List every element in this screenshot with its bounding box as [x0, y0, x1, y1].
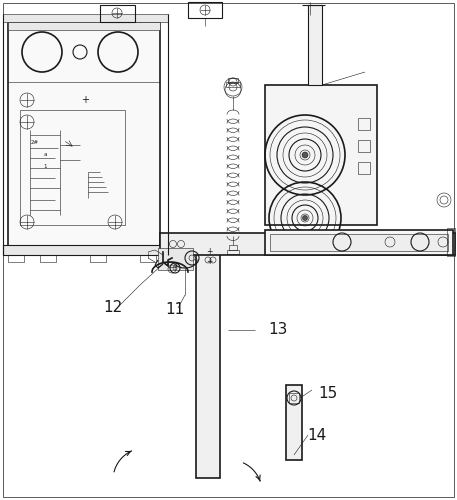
Bar [265, 230, 453, 255]
Text: 14: 14 [307, 428, 326, 442]
Bar [229, 245, 237, 250]
Bar [226, 82, 240, 87]
Bar [358, 118, 370, 130]
Bar [265, 85, 377, 225]
Bar [168, 262, 176, 267]
Text: 12: 12 [103, 300, 122, 316]
Bar [100, 5, 135, 22]
Bar [286, 385, 302, 460]
Bar [3, 245, 168, 255]
Text: a: a [43, 152, 47, 158]
Circle shape [303, 216, 308, 220]
Text: 2#: 2# [31, 140, 39, 145]
Bar [196, 248, 220, 478]
Bar [160, 233, 455, 255]
Bar [358, 162, 370, 174]
Bar [270, 234, 448, 251]
Bar [140, 255, 156, 262]
Text: +: + [206, 258, 212, 266]
Bar [308, 5, 322, 85]
Bar [40, 255, 56, 262]
Bar [188, 2, 222, 18]
Bar [8, 22, 160, 248]
Bar [358, 140, 370, 152]
Bar [228, 78, 238, 83]
Text: 1: 1 [43, 164, 47, 170]
Bar [227, 250, 239, 254]
Bar [3, 14, 168, 22]
Bar [158, 248, 193, 270]
Bar [289, 393, 299, 403]
Bar [8, 255, 24, 262]
Bar [447, 228, 455, 256]
Text: +: + [81, 95, 89, 105]
Text: +: + [206, 248, 212, 256]
Circle shape [302, 152, 308, 158]
Bar [90, 255, 106, 262]
Text: 15: 15 [318, 386, 337, 400]
Text: 11: 11 [165, 302, 185, 318]
Bar [20, 110, 125, 225]
Text: 13: 13 [268, 322, 287, 338]
Bar [8, 22, 160, 30]
